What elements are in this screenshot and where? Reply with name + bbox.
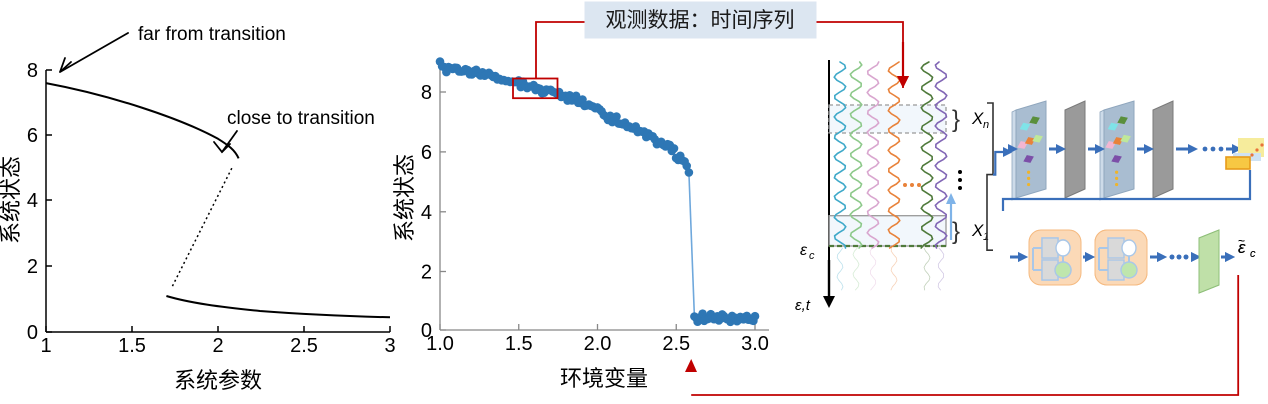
svg-text:1: 1 <box>983 231 989 243</box>
svg-text:2: 2 <box>212 335 223 357</box>
svg-text:close to transition: close to transition <box>227 108 375 129</box>
svg-text:1.5: 1.5 <box>118 335 146 357</box>
svg-text:0: 0 <box>27 322 38 344</box>
svg-text:n: n <box>983 119 989 131</box>
svg-text:6: 6 <box>421 142 432 164</box>
svg-text:3: 3 <box>384 335 395 357</box>
svg-text:1: 1 <box>40 335 51 357</box>
svg-text:}: } <box>952 106 960 133</box>
svg-text:环境变量: 环境变量 <box>560 366 648 391</box>
svg-text:4: 4 <box>421 202 432 224</box>
svg-text:}: } <box>952 218 960 245</box>
svg-text:2: 2 <box>421 262 432 284</box>
svg-text:ε: ε <box>800 242 808 259</box>
svg-text:系统参数: 系统参数 <box>174 368 262 393</box>
svg-text:3.0: 3.0 <box>741 333 769 355</box>
svg-text:far from transition: far from transition <box>138 24 286 45</box>
svg-text:6: 6 <box>27 125 38 147</box>
svg-text:ε,t: ε,t <box>795 297 811 314</box>
svg-text:c: c <box>809 250 815 262</box>
svg-text:c: c <box>1250 248 1256 260</box>
svg-text:2.5: 2.5 <box>662 333 690 355</box>
svg-text:8: 8 <box>421 82 432 104</box>
svg-text:0: 0 <box>421 320 432 342</box>
svg-text:1.5: 1.5 <box>505 333 533 355</box>
svg-text:系统状态: 系统状态 <box>0 156 23 244</box>
svg-text:观测数据：时间序列: 观测数据：时间序列 <box>606 9 795 32</box>
svg-text:4: 4 <box>27 190 38 212</box>
svg-text:系统状态: 系统状态 <box>392 154 417 242</box>
svg-text:2: 2 <box>27 256 38 278</box>
svg-text:2.0: 2.0 <box>584 333 612 355</box>
svg-text:8: 8 <box>27 60 38 82</box>
svg-text:2.5: 2.5 <box>290 335 318 357</box>
svg-text:~: ~ <box>1238 234 1245 248</box>
